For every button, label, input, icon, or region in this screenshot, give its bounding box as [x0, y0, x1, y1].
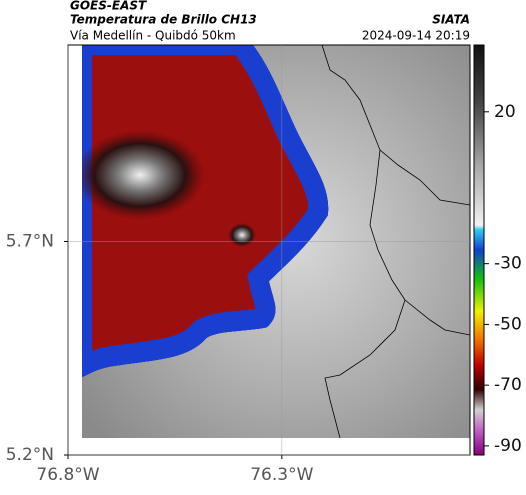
- x-tick-label: 76.3°W: [250, 465, 313, 485]
- y-tick-label: 5.7°N: [6, 231, 54, 251]
- datetime: 2024-09-14 20:19: [362, 29, 470, 43]
- colorbar-tick-label: -30: [494, 254, 522, 274]
- colorbar-tick-label: -90: [494, 436, 522, 456]
- title: Temperatura de Brillo CH13: [70, 13, 257, 27]
- subtitle: Vía Medellín - Quibdó 50km: [70, 29, 236, 43]
- x-tick-label: 76.8°W: [36, 465, 99, 485]
- colorbar: [473, 44, 485, 456]
- y-tick-label: 5.2°N: [6, 445, 54, 465]
- credit: SIATA: [432, 13, 470, 27]
- colorbar-tick-label: 20: [494, 102, 516, 122]
- colorbar-tick-label: -70: [494, 375, 522, 395]
- colorbar-tick-label: -50: [494, 314, 522, 334]
- source: GOES-EAST: [70, 0, 147, 13]
